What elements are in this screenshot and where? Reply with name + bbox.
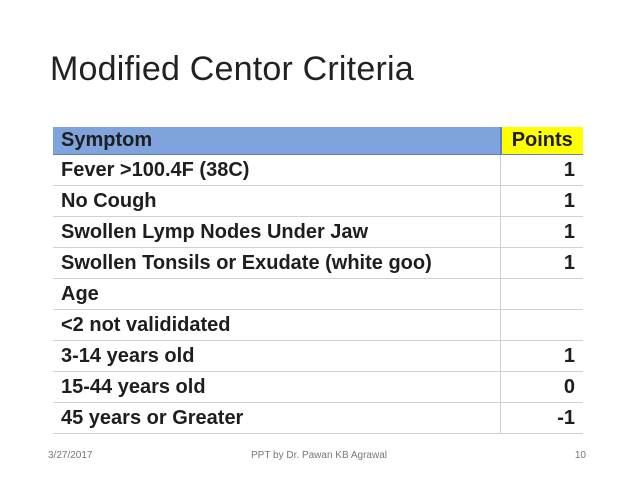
symptom-cell: 45 years or Greater — [53, 402, 501, 434]
footer-author: PPT by Dr. Pawan KB Agrawal — [251, 450, 387, 461]
points-cell: 1 — [500, 185, 583, 217]
slide-title: Modified Centor Criteria — [50, 50, 414, 88]
table-row: Swollen Tonsils or Exudate (white goo) 1 — [53, 247, 583, 279]
footer-date: 3/27/2017 — [48, 450, 93, 461]
header-row: Symptom Points — [53, 127, 583, 155]
points-cell: 0 — [500, 371, 583, 403]
symptom-cell: <2 not valididated — [53, 309, 501, 341]
points-cell: 1 — [500, 247, 583, 279]
table-row: Fever >100.4F (38C) 1 — [53, 154, 583, 186]
footer-page: 10 — [574, 450, 586, 461]
table-row: Swollen Lymp Nodes Under Jaw 1 — [53, 216, 583, 248]
table-row: No Cough 1 — [53, 185, 583, 217]
symptom-cell: Fever >100.4F (38C) — [53, 154, 501, 186]
symptom-cell: Swollen Lymp Nodes Under Jaw — [53, 216, 501, 248]
table-row: 45 years or Greater -1 — [53, 402, 583, 434]
points-cell: 1 — [500, 216, 583, 248]
table-row: <2 not valididated — [53, 309, 583, 341]
header-cell: Points — [499, 127, 583, 155]
table-row: Age — [53, 278, 583, 310]
points-cell: -1 — [500, 402, 583, 434]
symptom-cell: 3-14 years old — [53, 340, 501, 372]
table-row: 15-44 years old 0 — [53, 371, 583, 403]
symptom-cell: 15-44 years old — [53, 371, 501, 403]
points-cell: 1 — [500, 154, 583, 186]
symptom-cell: Swollen Tonsils or Exudate (white goo) — [53, 247, 501, 279]
points-cell — [500, 278, 583, 310]
header-cell: Symptom — [53, 127, 501, 155]
criteria-table: Symptom Points Fever >100.4F (38C) 1 No Co… — [53, 127, 583, 434]
table-row: 3-14 years old 1 — [53, 340, 583, 372]
points-cell: 1 — [500, 340, 583, 372]
symptom-cell: No Cough — [53, 185, 501, 217]
symptom-cell: Age — [53, 278, 501, 310]
points-cell — [500, 309, 583, 341]
